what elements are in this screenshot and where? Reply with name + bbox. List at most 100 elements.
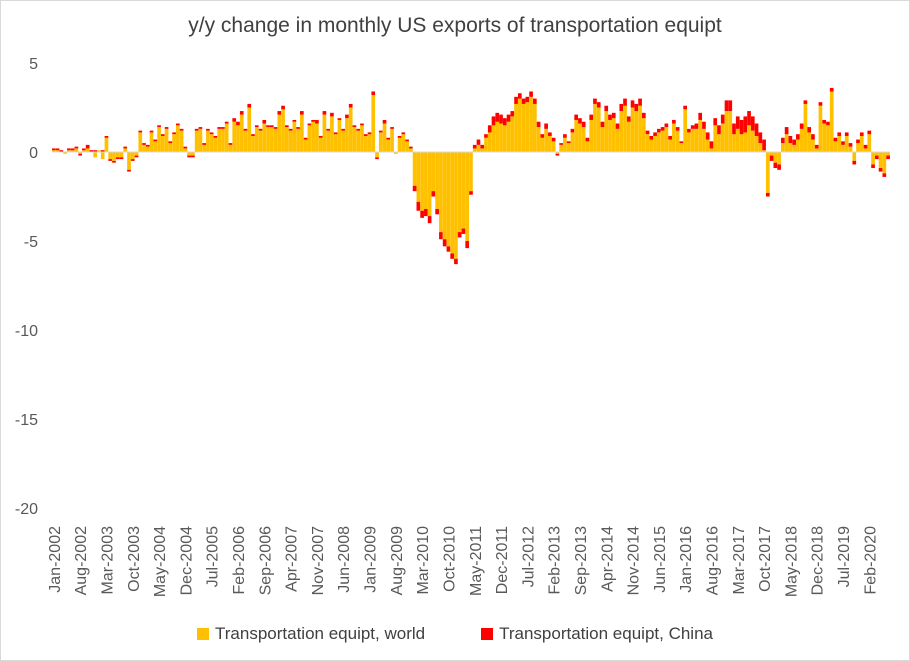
bar-china <box>303 137 308 140</box>
x-tick-label: Jul-2012 <box>520 526 537 587</box>
bar-world <box>709 148 714 152</box>
bar-china <box>307 123 312 126</box>
bar-china <box>709 141 714 149</box>
bar-china <box>713 118 718 126</box>
bar-world <box>157 127 161 152</box>
bar-china <box>375 157 379 160</box>
bar-world <box>198 128 203 152</box>
bar-china <box>487 125 492 133</box>
bar-world <box>491 125 496 152</box>
bar-china <box>337 118 342 120</box>
bar-world <box>228 144 233 152</box>
bar-world <box>694 128 699 152</box>
bar-china <box>435 208 439 215</box>
bar-world <box>442 152 447 240</box>
bar-world <box>668 139 672 152</box>
bar-china <box>615 123 620 129</box>
bar-world <box>191 152 195 156</box>
bar-china <box>784 127 789 135</box>
bar-world <box>296 128 300 152</box>
bar-world <box>690 128 695 152</box>
bar-china <box>164 127 169 129</box>
bar-china <box>574 114 579 120</box>
bar-world <box>97 150 101 152</box>
bar-china <box>247 103 252 108</box>
bar-china <box>209 132 214 135</box>
bar-china <box>593 98 597 104</box>
bar-china <box>589 114 594 120</box>
bar-world <box>367 134 372 152</box>
bar-china <box>416 201 421 211</box>
bar-china <box>559 143 563 145</box>
x-tick-label: May-2004 <box>152 526 169 597</box>
bar-china <box>318 135 323 138</box>
bar-china <box>807 127 812 133</box>
bar-world <box>551 141 556 152</box>
bar-world <box>679 143 684 152</box>
bar-world <box>619 111 624 152</box>
x-tick-label: Dec-2011 <box>494 526 511 594</box>
bar-china <box>690 125 695 129</box>
bar-china <box>792 139 796 145</box>
bar-world <box>833 141 838 152</box>
bar-china <box>405 139 409 142</box>
bar-world <box>457 152 462 233</box>
bar-china <box>702 121 706 129</box>
bar-china <box>176 123 180 126</box>
bar-world <box>360 125 364 152</box>
bar-world <box>134 152 139 156</box>
bar-world <box>315 123 319 152</box>
bar-china <box>841 141 845 145</box>
bar-china <box>108 159 113 161</box>
bar-china <box>221 127 225 129</box>
bar-world <box>735 128 740 152</box>
bar-world <box>826 125 830 152</box>
bar-world <box>356 130 361 152</box>
legend-item-china: Transportation equipt, China <box>481 624 713 644</box>
bar-china <box>296 127 300 129</box>
bar-china <box>469 191 473 195</box>
legend: Transportation equipt, world Transportat… <box>0 624 910 644</box>
y-tick-label: 5 <box>29 56 38 73</box>
x-axis: Jan-2002 Aug-2002 Mar-2003 Oct-2003 May-2004… <box>47 526 879 597</box>
bar-china <box>536 121 541 128</box>
bar-world <box>743 132 748 152</box>
bar-world <box>115 152 120 158</box>
bar-world <box>352 127 357 152</box>
bar-china <box>878 168 883 172</box>
bar-china <box>874 155 879 160</box>
bar-world <box>570 132 575 152</box>
bar-china <box>179 128 184 131</box>
bar-china <box>679 141 684 144</box>
bar-world <box>130 152 135 160</box>
bar-china <box>814 144 819 149</box>
bar-china <box>781 137 785 144</box>
bar-china <box>288 128 293 131</box>
x-tick-label: Jan-2002 <box>47 526 64 593</box>
bar-world <box>78 152 82 154</box>
bar-china <box>59 150 64 152</box>
bar-world <box>341 130 346 152</box>
bar-china <box>484 134 488 138</box>
bar-world <box>525 102 530 152</box>
bar-china <box>750 116 755 131</box>
bar-china <box>506 114 511 122</box>
bar-china <box>544 123 548 129</box>
bar-china <box>333 132 338 135</box>
bar-china <box>796 134 800 140</box>
bar-china <box>649 135 654 140</box>
bar-china <box>747 111 751 126</box>
bar-china <box>739 119 744 135</box>
bar-world <box>536 127 541 152</box>
bar-world <box>262 123 267 152</box>
bar-china <box>799 123 804 129</box>
bar-world <box>236 125 240 152</box>
bar-world <box>506 121 511 152</box>
x-tick-label: Feb-2020 <box>862 526 879 595</box>
bar-world <box>401 134 406 152</box>
bar-world <box>649 139 654 152</box>
bar-china <box>243 128 248 131</box>
bar-china <box>371 91 376 96</box>
bar-china <box>570 128 575 133</box>
bar-world <box>807 132 812 152</box>
